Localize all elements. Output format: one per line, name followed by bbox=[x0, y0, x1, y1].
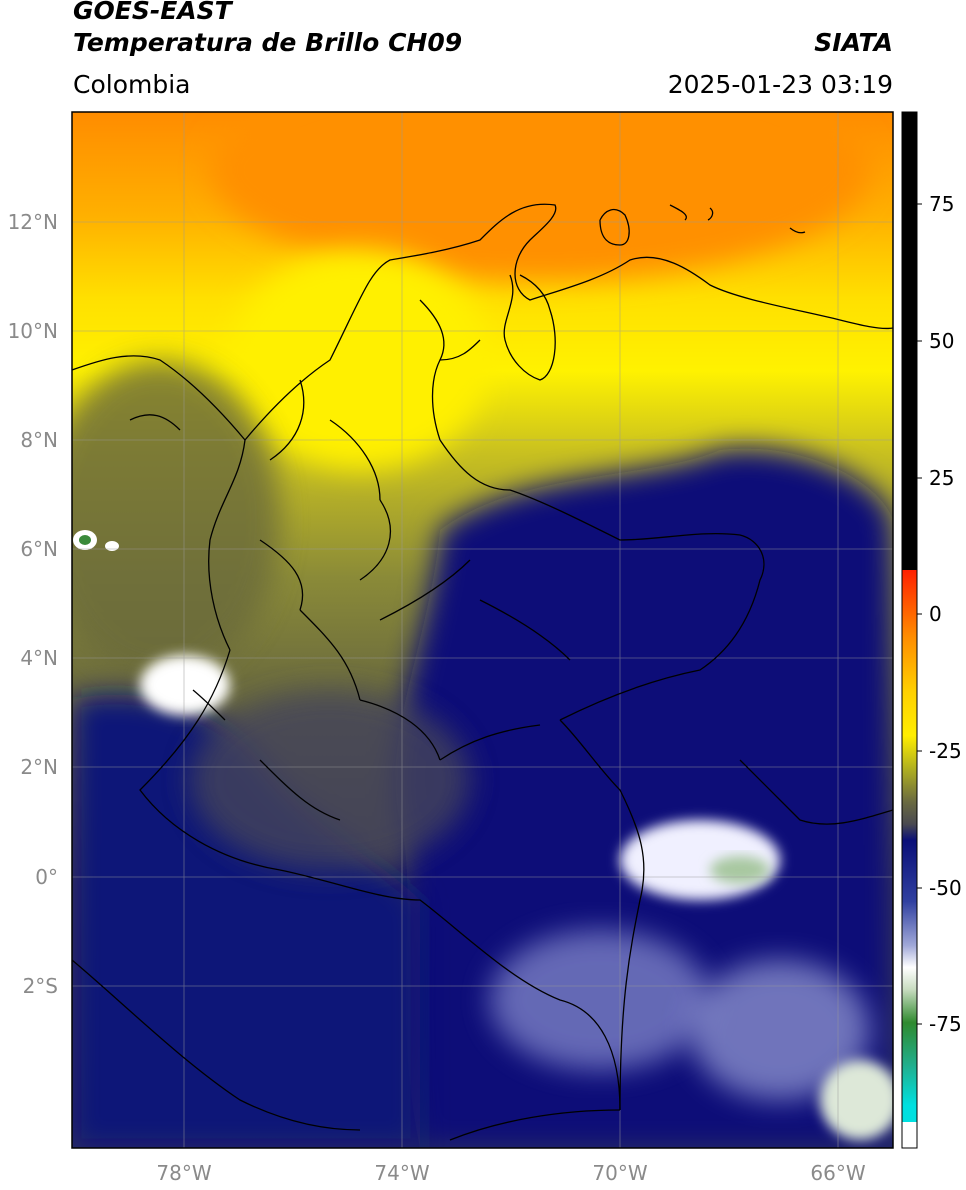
colorbar-tick-label: -75 bbox=[929, 1012, 962, 1036]
colorbar-white-segment bbox=[902, 1122, 917, 1148]
lon-tick-label: 78°W bbox=[156, 1161, 211, 1185]
lon-tick-label: 70°W bbox=[592, 1161, 647, 1185]
colorbar-gradient bbox=[902, 570, 917, 1122]
colorbar-tick-label: 50 bbox=[929, 329, 954, 353]
colorbar-tick-label: 25 bbox=[929, 466, 954, 490]
lat-tick-label: 12°N bbox=[8, 210, 58, 234]
latitude-labels: 12°N 10°N 8°N 6°N 4°N 2°N 0° 2°S bbox=[8, 210, 58, 998]
colorbar-tick-label: -50 bbox=[929, 876, 962, 900]
colorbar-tick-label: -25 bbox=[929, 739, 962, 763]
colorbar-tick-label: 0 bbox=[929, 602, 942, 626]
lat-tick-label: 4°N bbox=[20, 646, 58, 670]
map-frame bbox=[71, 111, 894, 1149]
graticule bbox=[72, 112, 893, 1148]
lat-tick-label: 8°N bbox=[20, 428, 58, 452]
lat-tick-label: 0° bbox=[35, 865, 58, 889]
lon-tick-label: 66°W bbox=[810, 1161, 865, 1185]
colorbar-black-segment bbox=[902, 112, 917, 570]
brightness-temperature-field bbox=[72, 112, 893, 1148]
colorbar: 75 50 25 0 -25 -50 -75 bbox=[901, 111, 962, 1149]
country-borders bbox=[72, 203, 893, 1141]
lat-tick-label: 6°N bbox=[20, 537, 58, 561]
longitude-labels: 78°W 74°W 70°W 66°W bbox=[156, 1161, 865, 1185]
colorbar-tick-label: 75 bbox=[929, 192, 954, 216]
datetime-label: 2025-01-23 03:19 bbox=[667, 70, 893, 99]
product-title: Temperatura de Brillo CH09 bbox=[73, 28, 463, 57]
region-label: Colombia bbox=[73, 70, 191, 99]
lat-tick-label: 2°S bbox=[23, 974, 58, 998]
satellite-title: GOES-EAST bbox=[73, 0, 232, 25]
lat-tick-label: 2°N bbox=[20, 755, 58, 779]
lon-tick-label: 74°W bbox=[374, 1161, 429, 1185]
org-label: SIATA bbox=[814, 28, 893, 57]
lat-tick-label: 10°N bbox=[8, 319, 58, 343]
colorbar-frame bbox=[901, 111, 918, 1149]
